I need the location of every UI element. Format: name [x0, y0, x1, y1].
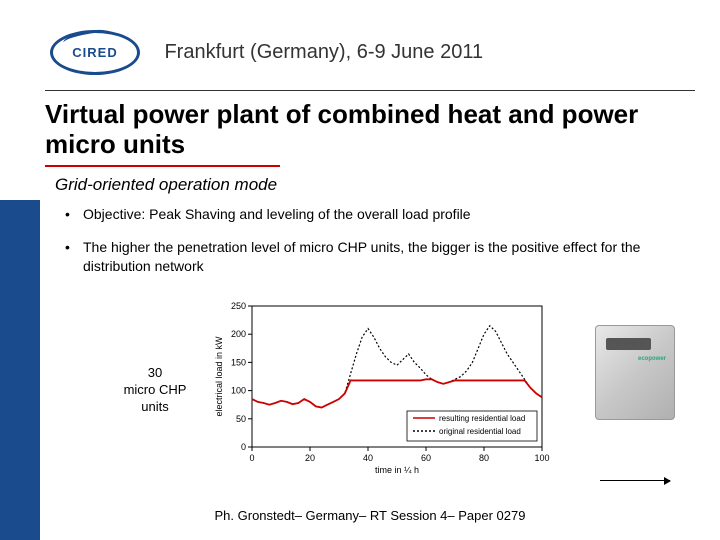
- slide-footer: Ph. Gronstedt– Germany– RT Session 4– Pa…: [50, 508, 690, 523]
- header-location-date: Frankfurt (Germany), 6-9 June 2011: [164, 41, 483, 64]
- svg-text:original residential load: original residential load: [439, 427, 521, 436]
- bullet-text: Objective: Peak Shaving and leveling of …: [83, 205, 471, 224]
- svg-text:50: 50: [236, 414, 246, 424]
- header-rule: [45, 90, 695, 91]
- svg-text:80: 80: [479, 453, 489, 463]
- slide-title: Virtual power plant of combined heat and…: [45, 100, 705, 160]
- svg-text:150: 150: [231, 357, 246, 367]
- device-arrow-icon: [600, 480, 670, 481]
- bullet-dot-icon: •: [65, 238, 83, 276]
- chp-device-image: ecopower: [595, 325, 685, 425]
- bullet-item: • Objective: Peak Shaving and leveling o…: [65, 205, 685, 224]
- cired-logo: CIRED: [50, 30, 140, 75]
- svg-text:40: 40: [363, 453, 373, 463]
- svg-text:100: 100: [231, 386, 246, 396]
- svg-text:60: 60: [421, 453, 431, 463]
- device-brand: ecopower: [638, 356, 666, 362]
- title-underline: [45, 165, 280, 167]
- slide-subtitle: Grid-oriented operation mode: [55, 175, 277, 195]
- svg-text:time in ¼ h: time in ¼ h: [375, 465, 419, 475]
- svg-text:200: 200: [231, 329, 246, 339]
- bullet-text: The higher the penetration level of micr…: [83, 238, 685, 276]
- svg-text:20: 20: [305, 453, 315, 463]
- svg-text:electrical load in kW: electrical load in kW: [214, 336, 224, 417]
- figure-label: 30micro CHPunits: [115, 365, 195, 416]
- bullet-dot-icon: •: [65, 205, 83, 224]
- svg-text:100: 100: [534, 453, 549, 463]
- svg-text:250: 250: [231, 301, 246, 311]
- svg-text:resulting residential load: resulting residential load: [439, 414, 525, 423]
- sidebar-top-white: [0, 0, 40, 200]
- svg-text:0: 0: [241, 442, 246, 452]
- svg-text:0: 0: [249, 453, 254, 463]
- load-chart: 0 50 100 150 200 250 0 20 40 60 80 100 electrical lo…: [210, 300, 550, 475]
- chart-svg: 0 50 100 150 200 250 0 20 40 60 80 100 electrical lo…: [210, 300, 550, 475]
- figure-area: 30micro CHPunits 0 50 100 150 200 250 0 20 40 60 8…: [55, 300, 675, 500]
- header: CIRED Frankfurt (Germany), 6-9 June 2011: [50, 30, 690, 75]
- bullet-item: • The higher the penetration level of mi…: [65, 238, 685, 276]
- bullet-list: • Objective: Peak Shaving and leveling o…: [65, 205, 685, 290]
